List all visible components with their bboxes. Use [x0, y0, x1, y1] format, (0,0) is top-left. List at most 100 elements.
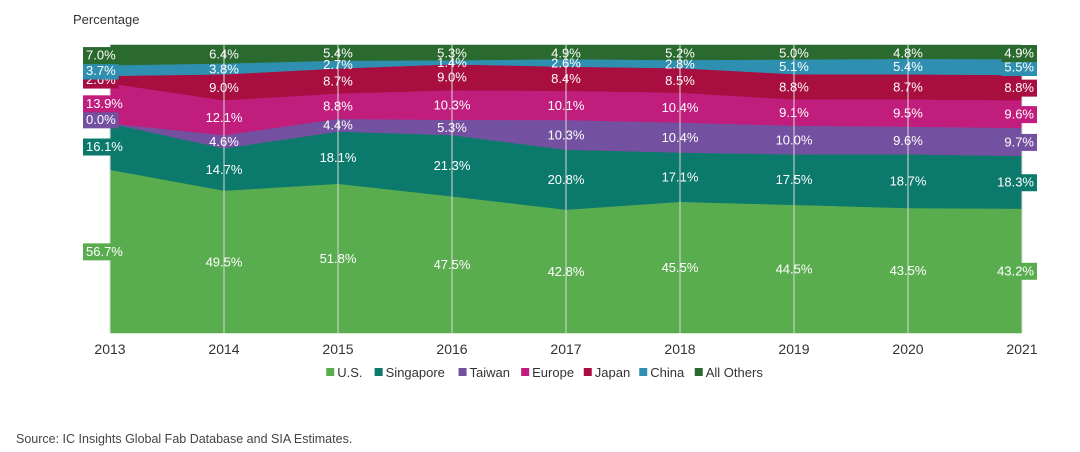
legend-item-europe: Europe — [521, 365, 574, 380]
data-label-all-others-2021: 4.9% — [1004, 46, 1034, 61]
data-label-box-singapore-2021 — [994, 174, 1037, 192]
data-label-u-s-2017: 42.8% — [548, 264, 585, 279]
data-label-europe-2013: 13.9% — [86, 96, 123, 111]
x-tick-2013: 2013 — [94, 341, 125, 357]
x-tick-2016: 2016 — [436, 341, 467, 357]
legend-item-china: China — [639, 365, 685, 380]
data-label-u-s-2014: 49.5% — [206, 254, 243, 269]
data-label-box-singapore-2013 — [83, 138, 126, 156]
legend-swatch-taiwan — [458, 368, 467, 376]
x-tick-2015: 2015 — [322, 341, 353, 357]
data-label-all-others-2017: 4.9% — [551, 46, 581, 61]
legend-swatch-europe — [521, 368, 530, 376]
data-label-japan-2018: 8.5% — [665, 73, 695, 88]
legend-item-japan: Japan — [583, 365, 630, 380]
data-label-taiwan-2018: 10.4% — [662, 130, 699, 145]
data-label-all-others-2016: 5.3% — [437, 46, 467, 61]
legend-item-all-others: All Others — [694, 365, 764, 380]
data-label-taiwan-2019: 10.0% — [776, 133, 813, 148]
data-label-box-u-s-2013 — [83, 243, 126, 261]
legend-label-china: China — [650, 365, 685, 380]
y-axis-title: Percentage — [73, 12, 140, 27]
data-label-europe-2021: 9.6% — [1004, 107, 1034, 122]
data-label-europe-2019: 9.1% — [779, 105, 809, 120]
legend-swatch-singapore — [374, 368, 383, 376]
data-label-taiwan-2020: 9.6% — [893, 133, 923, 148]
data-label-u-s-2018: 45.5% — [662, 260, 699, 275]
legend-swatch-all-others — [694, 368, 703, 376]
data-labels: 56.7% 49.5% 51.8% 47.5% 42.8% 45.5% 44.5% 43.5%… — [83, 45, 1037, 280]
legend-item-u-s: U.S. — [326, 365, 363, 380]
legend-swatch-u-s — [326, 368, 335, 376]
data-label-u-s-2016: 47.5% — [434, 257, 471, 272]
data-label-japan-2016: 9.0% — [437, 70, 467, 85]
legend-swatch-china — [639, 368, 648, 376]
x-tick-2017: 2017 — [550, 341, 581, 357]
data-label-singapore-2016: 21.3% — [434, 158, 471, 173]
legend-swatch-japan — [583, 368, 592, 376]
data-label-box-all-others-2021 — [1001, 45, 1037, 62]
data-label-europe-2016: 10.3% — [434, 97, 471, 112]
data-label-u-s-2020: 43.5% — [890, 263, 927, 278]
data-label-all-others-2013: 7.0% — [86, 48, 116, 63]
legend-label-taiwan: Taiwan — [470, 365, 510, 380]
data-label-singapore-2020: 18.7% — [890, 174, 927, 189]
data-label-taiwan-2013: 0.0% — [86, 112, 116, 127]
gridlines — [109, 45, 1023, 333]
data-label-box-europe-2013 — [83, 95, 126, 113]
data-label-china-2019: 5.1% — [779, 59, 809, 74]
data-label-japan-2021: 8.8% — [1004, 80, 1034, 95]
data-label-box-europe-2021 — [1001, 106, 1037, 124]
data-label-taiwan-2014: 4.6% — [209, 134, 239, 149]
data-label-u-s-2013: 56.7% — [86, 244, 123, 259]
data-label-all-others-2018: 5.2% — [665, 46, 695, 61]
data-label-box-china-2013 — [83, 62, 119, 80]
data-label-singapore-2013: 16.1% — [86, 139, 123, 154]
x-tick-2021: 2021 — [1006, 341, 1037, 357]
data-label-all-others-2019: 5.0% — [779, 46, 809, 61]
x-tick-2020: 2020 — [892, 341, 923, 357]
legend-label-all-others: All Others — [706, 365, 764, 380]
legend-label-europe: Europe — [532, 365, 574, 380]
x-tick-2019: 2019 — [778, 341, 809, 357]
data-label-all-others-2015: 5.4% — [323, 46, 353, 61]
data-label-box-japan-2021 — [1001, 79, 1037, 97]
data-label-box-taiwan-2021 — [1001, 133, 1037, 151]
data-label-japan-2019: 8.8% — [779, 79, 809, 94]
data-label-taiwan-2021: 9.7% — [1004, 134, 1034, 149]
data-label-box-all-others-2013 — [83, 47, 119, 65]
legend-label-japan: Japan — [595, 365, 630, 380]
x-tick-2018: 2018 — [664, 341, 695, 357]
data-label-u-s-2019: 44.5% — [776, 261, 813, 276]
legend-label-u-s: U.S. — [337, 365, 362, 380]
data-label-china-2021: 5.5% — [1004, 60, 1034, 75]
legend-item-singapore: Singapore — [374, 365, 445, 380]
data-label-taiwan-2015: 4.4% — [323, 118, 353, 133]
data-label-china-2013: 3.7% — [86, 63, 116, 78]
data-label-china-2018: 2.8% — [665, 57, 695, 72]
legend-label-singapore: Singapore — [386, 365, 445, 380]
data-label-taiwan-2016: 5.3% — [437, 120, 467, 135]
data-label-singapore-2017: 20.8% — [548, 172, 585, 187]
data-label-europe-2018: 10.4% — [662, 100, 699, 115]
data-label-japan-2015: 8.7% — [323, 73, 353, 88]
legend: U.S. Singapore Taiwan Europe Japan China All O… — [326, 365, 763, 380]
data-label-japan-2020: 8.7% — [893, 79, 923, 94]
data-label-taiwan-2017: 10.3% — [548, 127, 585, 142]
data-label-china-2017: 2.6% — [551, 55, 581, 70]
data-label-singapore-2014: 14.7% — [206, 162, 243, 177]
data-label-europe-2020: 9.5% — [893, 105, 923, 120]
data-label-all-others-2014: 6.4% — [209, 47, 239, 62]
data-label-singapore-2019: 17.5% — [776, 172, 813, 187]
data-label-japan-2014: 9.0% — [209, 80, 239, 95]
legend-item-taiwan: Taiwan — [458, 365, 510, 380]
data-label-box-taiwan-2013 — [83, 111, 119, 129]
data-label-china-2015: 2.7% — [323, 57, 353, 72]
data-label-china-2014: 3.8% — [209, 61, 239, 76]
data-label-singapore-2015: 18.1% — [320, 150, 357, 165]
data-label-box-china-2021 — [1001, 59, 1037, 77]
data-label-china-2020: 5.4% — [893, 59, 923, 74]
source-note: Source: IC Insights Global Fab Database … — [16, 432, 353, 446]
data-label-u-s-2015: 51.8% — [320, 251, 357, 266]
